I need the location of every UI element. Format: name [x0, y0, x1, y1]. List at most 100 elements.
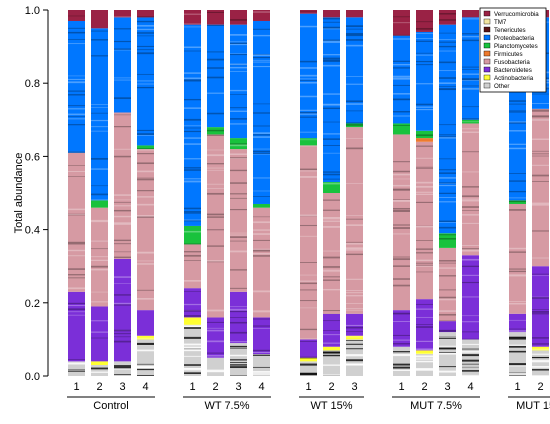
- otu-stripe: [323, 138, 340, 139]
- otu-stripe: [393, 61, 410, 62]
- otu-stripe: [91, 199, 108, 200]
- otu-stripe: [300, 78, 317, 79]
- otu-stripe: [323, 65, 340, 67]
- otu-stripe: [68, 370, 85, 371]
- bar-segment-bacteroidetes: [114, 259, 131, 361]
- otu-stripe: [91, 256, 108, 257]
- otu-stripe: [137, 178, 154, 179]
- otu-stripe: [184, 78, 201, 80]
- otu-stripe: [207, 51, 224, 52]
- otu-stripe: [300, 236, 317, 237]
- otu-stripe: [323, 171, 340, 172]
- otu-stripe: [230, 311, 247, 312]
- otu-stripe: [509, 104, 526, 105]
- otu-stripe: [184, 337, 201, 339]
- otu-stripe: [462, 282, 479, 283]
- bar-segment-bacteroidetes: [323, 314, 340, 347]
- otu-stripe: [416, 192, 433, 193]
- otu-stripe: [184, 23, 201, 24]
- otu-stripe: [416, 272, 433, 273]
- otu-stripe: [509, 100, 526, 102]
- otu-stripe: [68, 151, 85, 152]
- otu-stripe: [462, 88, 479, 90]
- otu-stripe: [137, 87, 154, 88]
- otu-stripe: [346, 103, 363, 105]
- otu-stripe: [184, 220, 201, 221]
- otu-stripe: [509, 345, 526, 346]
- otu-stripe: [184, 211, 201, 212]
- otu-stripe: [207, 154, 224, 156]
- otu-stripe: [462, 86, 479, 87]
- otu-stripe: [184, 125, 201, 126]
- otu-stripe: [91, 185, 108, 186]
- otu-stripe: [253, 221, 270, 223]
- otu-stripe: [114, 194, 131, 196]
- otu-stripe: [346, 344, 363, 345]
- otu-stripe: [532, 181, 549, 182]
- otu-stripe: [207, 229, 224, 230]
- otu-stripe: [137, 80, 154, 81]
- otu-stripe: [230, 317, 247, 318]
- bar-segment-bacteroidetes: [207, 317, 224, 357]
- otu-stripe: [393, 335, 410, 336]
- legend-label: Actinobacteria: [494, 75, 534, 82]
- otu-stripe: [137, 148, 154, 149]
- otu-stripe: [439, 310, 456, 312]
- bar-segment-proteobacteria: [207, 25, 224, 127]
- otu-stripe: [439, 158, 456, 159]
- otu-stripe: [439, 321, 456, 322]
- bar-segment-actinobacteria: [184, 317, 201, 324]
- otu-stripe: [462, 132, 479, 133]
- otu-stripe: [184, 325, 201, 326]
- otu-stripe: [323, 343, 340, 344]
- otu-stripe: [532, 297, 549, 299]
- otu-stripe: [137, 375, 154, 376]
- otu-stripe: [114, 41, 131, 42]
- bar-wt-7-5--2: [207, 10, 224, 376]
- sample-label: 1: [73, 381, 79, 393]
- otu-stripe: [346, 247, 363, 248]
- otu-stripe: [532, 274, 549, 275]
- bars: [68, 10, 550, 376]
- otu-stripe: [207, 216, 224, 217]
- otu-stripe: [346, 254, 363, 255]
- otu-stripe: [207, 330, 224, 332]
- otu-stripe: [137, 196, 154, 197]
- otu-stripe: [346, 29, 363, 30]
- otu-stripe: [346, 279, 363, 280]
- otu-stripe: [532, 165, 549, 166]
- otu-stripe: [346, 111, 363, 112]
- bar-segment-verrucomicrobia: [91, 10, 108, 28]
- otu-stripe: [532, 369, 549, 370]
- otu-stripe: [137, 16, 154, 17]
- otu-stripe: [91, 266, 108, 268]
- otu-stripe: [346, 359, 363, 361]
- legend-label: Firmicutes: [494, 51, 523, 58]
- otu-stripe: [346, 310, 363, 311]
- otu-stripe: [393, 354, 410, 356]
- otu-stripe: [91, 269, 108, 271]
- bar-segment-fusobacteria: [323, 193, 340, 314]
- otu-stripe: [184, 364, 201, 366]
- otu-stripe: [439, 330, 456, 332]
- otu-stripe: [439, 260, 456, 261]
- otu-stripe: [114, 333, 131, 334]
- otu-stripe: [230, 158, 247, 159]
- otu-stripe: [323, 200, 340, 201]
- otu-stripe: [91, 248, 108, 249]
- group-label: MUT 7.5%: [410, 400, 462, 412]
- otu-stripe: [416, 355, 433, 357]
- otu-stripe: [137, 215, 154, 216]
- bar-segment-bacteroidetes: [300, 339, 317, 357]
- otu-stripe: [439, 337, 456, 338]
- otu-stripe: [509, 346, 526, 348]
- otu-stripe: [509, 320, 526, 321]
- otu-stripe: [230, 362, 247, 363]
- otu-stripe: [137, 49, 154, 50]
- otu-stripe: [230, 71, 247, 72]
- otu-stripe: [68, 315, 85, 316]
- otu-stripe: [137, 32, 154, 33]
- otu-stripe: [509, 338, 526, 340]
- otu-stripe: [439, 136, 456, 137]
- otu-stripe: [230, 346, 247, 347]
